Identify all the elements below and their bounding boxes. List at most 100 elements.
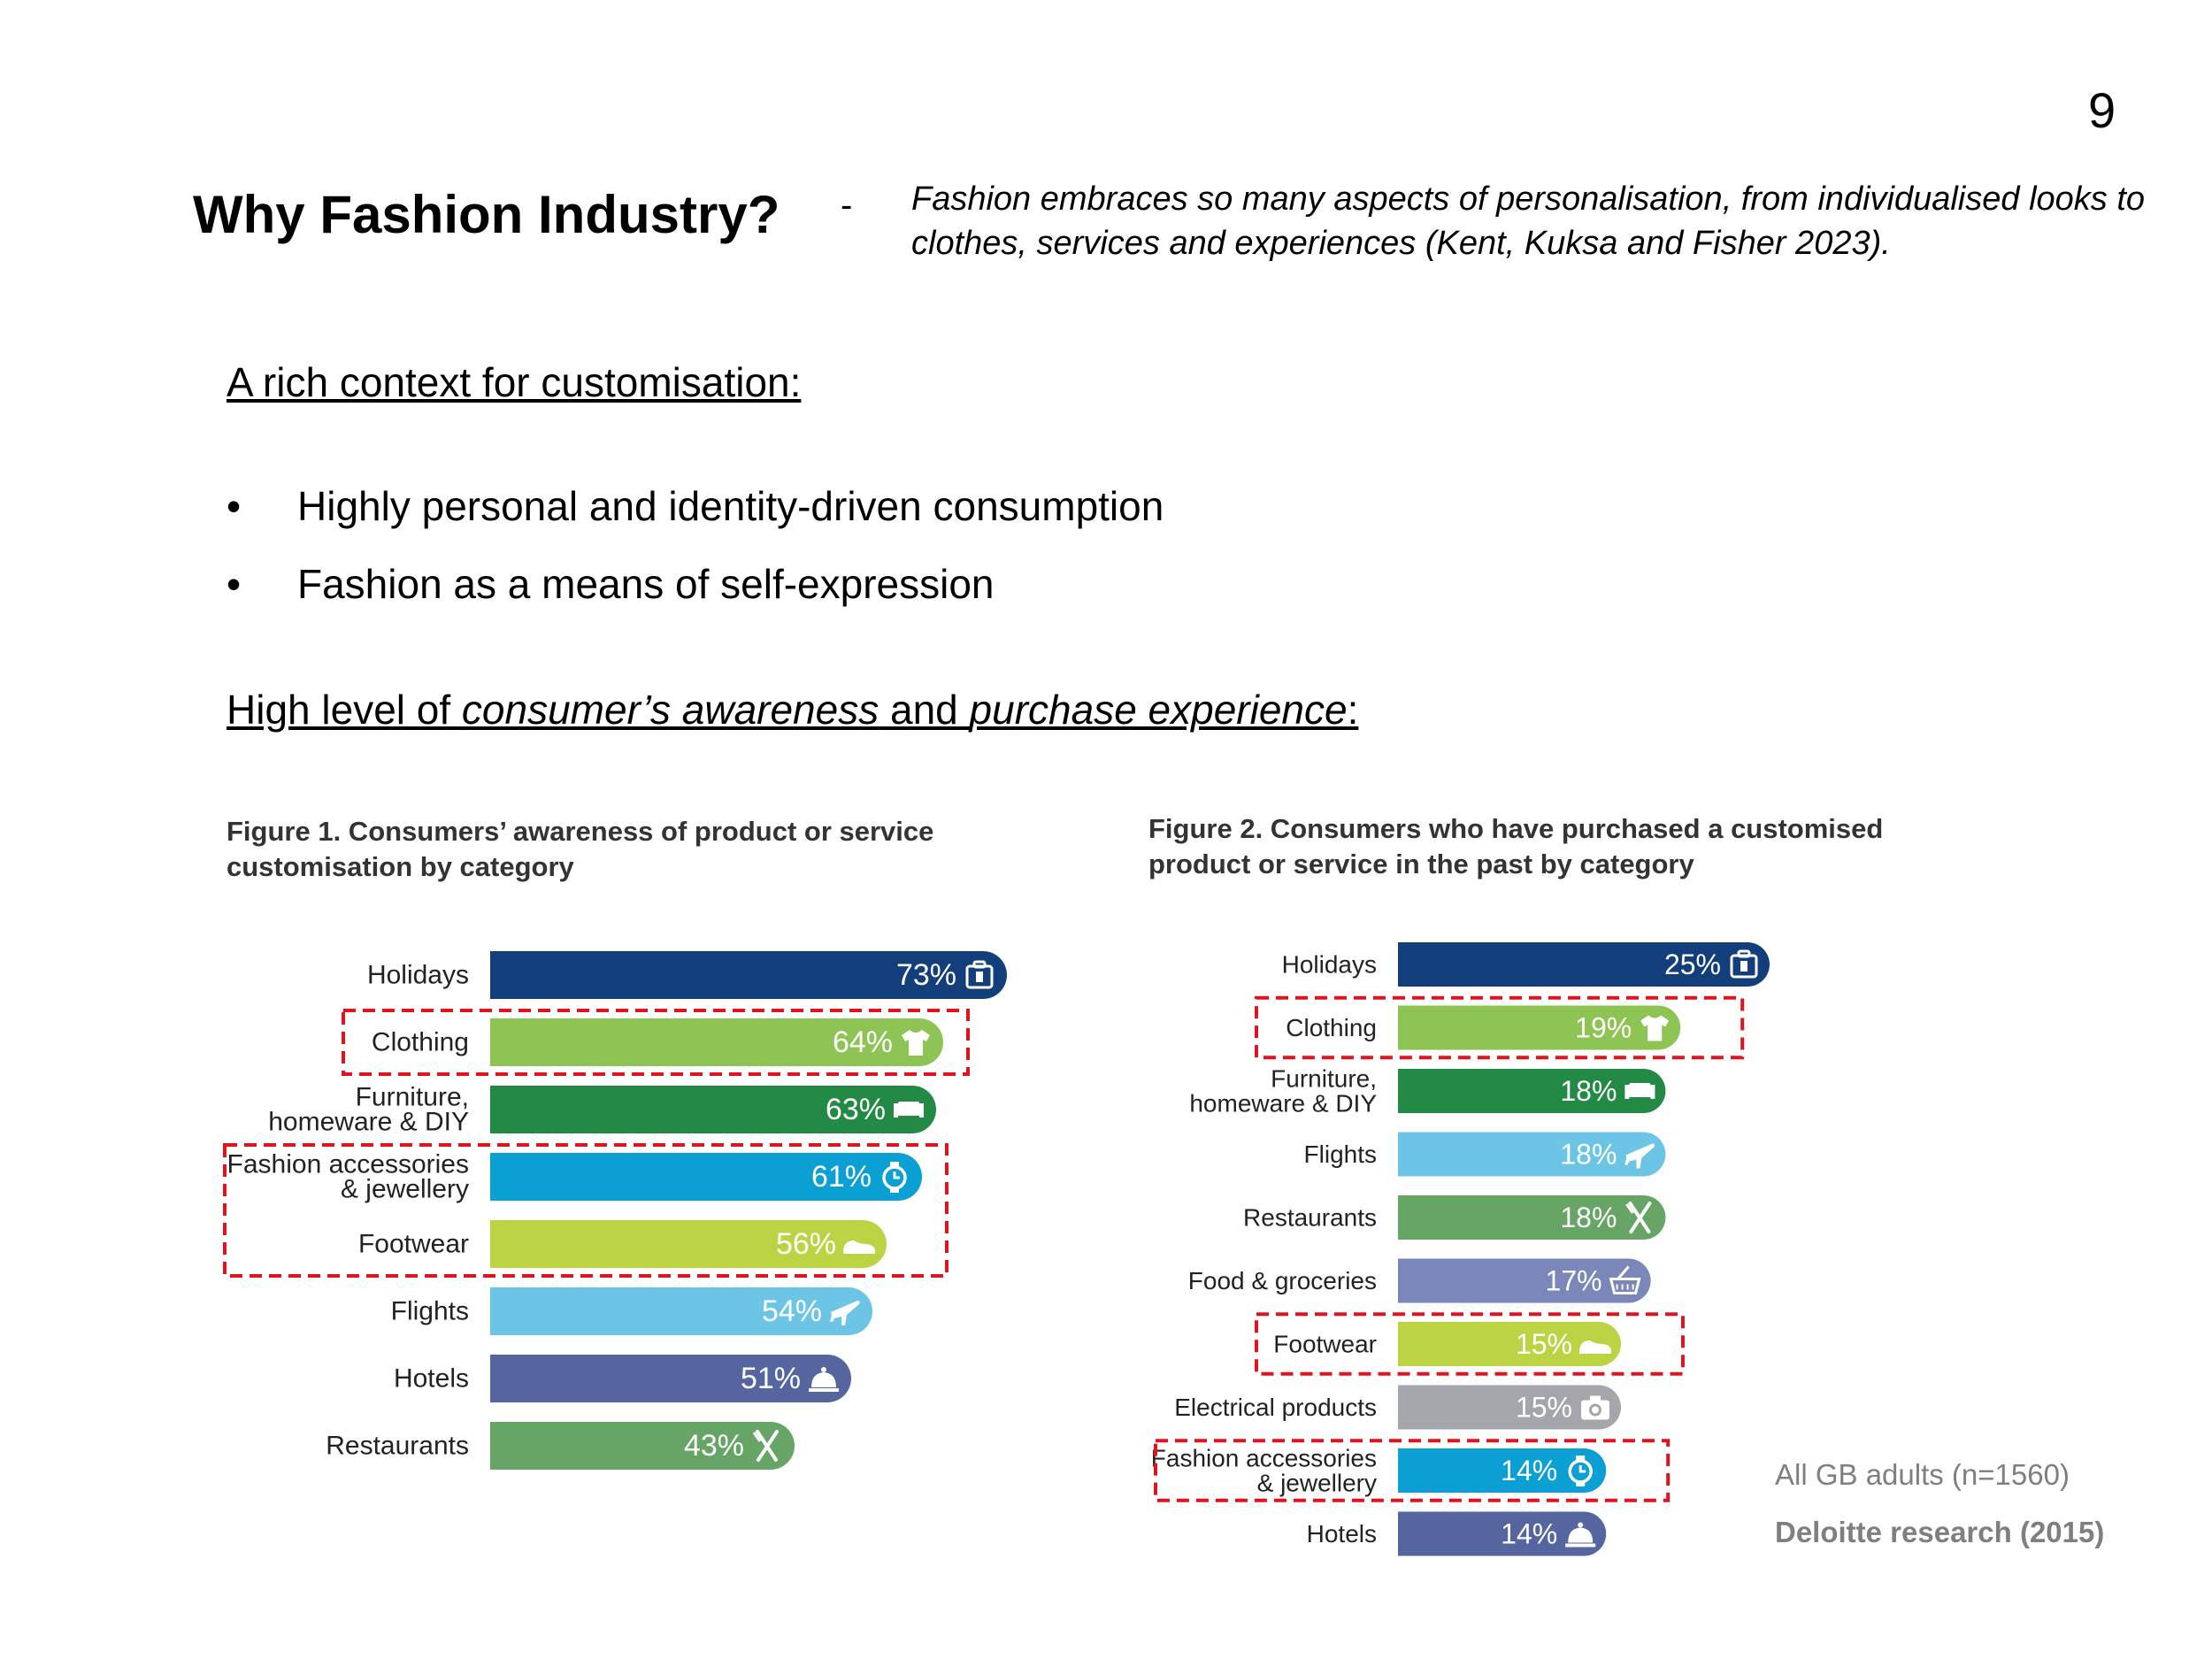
value-label: 18%: [1560, 1202, 1617, 1233]
value-label: 14%: [1501, 1455, 1557, 1486]
category-label: Clothing: [372, 1028, 469, 1057]
value-label: 15%: [1516, 1328, 1572, 1360]
bar-row: Restaurants 43%: [326, 1422, 795, 1470]
category-label: Clothing: [1286, 1014, 1377, 1041]
category-label: & jewellery: [341, 1175, 469, 1204]
bar: [1398, 1195, 1666, 1240]
heading-text-part: :: [1347, 687, 1359, 733]
bullet-text: Highly personal and identity-driven cons…: [297, 483, 1164, 529]
bar-row: Electrical products 15%: [1174, 1385, 1621, 1430]
value-label: 18%: [1560, 1075, 1617, 1107]
value-label: 19%: [1575, 1012, 1632, 1044]
tshirt-icon: [1640, 1015, 1670, 1041]
category-label: & jewellery: [1257, 1470, 1377, 1497]
bar: [490, 1018, 943, 1066]
bullet-item: • Highly personal and identity-driven con…: [227, 482, 1164, 530]
watch-icon: [1568, 1455, 1593, 1486]
bar-row: Footwear 15%: [1273, 1322, 1621, 1366]
value-label: 73%: [896, 958, 956, 992]
suitcase-icon: [965, 960, 994, 989]
category-label: Footwear: [1273, 1331, 1377, 1358]
bar: [490, 1355, 851, 1402]
bar: [1398, 1258, 1651, 1303]
bar: [1398, 1132, 1666, 1177]
value-label: 56%: [776, 1227, 836, 1261]
bar-row: Clothing 64%: [372, 1018, 943, 1066]
value-label: 14%: [1501, 1518, 1557, 1550]
bullet-dot: •: [227, 561, 242, 607]
value-label: 54%: [762, 1294, 822, 1328]
suitcase-icon: [1730, 949, 1758, 979]
value-label: 15%: [1516, 1392, 1572, 1424]
value-label: 51%: [741, 1362, 801, 1395]
highlight-box: [1255, 995, 1745, 1060]
bullet-item: • Fashion as a means of self-expression: [227, 560, 995, 608]
heading-italic-purchase: purchase experience: [969, 687, 1348, 733]
bar: [1398, 1069, 1666, 1113]
highlight-box: [223, 1143, 949, 1278]
bar: [490, 1422, 795, 1470]
shoe-icon: [843, 1240, 875, 1254]
bar-row: Holidays 73%: [367, 951, 1007, 999]
bar: [1398, 1322, 1621, 1366]
bar-row: Fashion accessories& jewellery 61%: [227, 1150, 922, 1204]
slide-title: Why Fashion Industry?: [193, 185, 780, 244]
cutlery-icon: [1625, 1202, 1652, 1233]
bar-row: Restaurants 18%: [1243, 1195, 1666, 1240]
highlight-box: [1154, 1439, 1671, 1502]
category-label: Holidays: [1282, 951, 1377, 979]
value-label: 61%: [811, 1160, 872, 1194]
bullet-text: Fashion as a means of self-expression: [297, 561, 995, 607]
bar: [1398, 1385, 1621, 1430]
heading-italic-awareness: consumer’s awareness: [461, 687, 879, 733]
bar-row: Holidays 25%: [1282, 942, 1770, 987]
section-heading-customisation: A rich context for customisation:: [227, 359, 802, 405]
category-label: homeware & DIY: [268, 1108, 469, 1137]
bell-icon: [1565, 1522, 1596, 1548]
cutlery-icon: [752, 1430, 779, 1462]
bar: [490, 1153, 922, 1201]
sofa-icon: [1624, 1083, 1655, 1099]
category-label: Furniture,: [1271, 1065, 1377, 1093]
bar: [1398, 1005, 1681, 1050]
figure-1-chart: Holidays 73% Clothing 64% Furniture,homeware…: [223, 951, 1007, 1470]
value-label: 17%: [1546, 1265, 1602, 1297]
plane-icon: [830, 1301, 860, 1325]
bar-row: Hotels 14%: [1307, 1511, 1607, 1556]
category-label: Footwear: [358, 1230, 469, 1259]
sofa-icon: [894, 1102, 924, 1118]
page-number: 9: [2088, 82, 2116, 138]
figure-2-chart: Holidays 25% Clothing 19% Furniture,homeware…: [1151, 942, 1770, 1556]
value-label: 25%: [1664, 949, 1721, 980]
highlight-box: [1255, 1312, 1685, 1376]
category-label: Flights: [391, 1297, 469, 1326]
category-label: Hotels: [394, 1364, 469, 1394]
bell-icon: [809, 1367, 839, 1392]
bar: [490, 1086, 936, 1133]
category-label: Fashion accessories: [1151, 1445, 1377, 1472]
bar-row: Furniture,homeware & DIY 18%: [1189, 1065, 1666, 1118]
value-label: 63%: [826, 1093, 886, 1126]
bullet-dot: •: [227, 483, 242, 529]
bar-row: Flights 54%: [391, 1287, 872, 1335]
watch-icon: [882, 1162, 907, 1193]
bar: [1398, 1448, 1607, 1493]
category-label: Restaurants: [326, 1432, 469, 1461]
figure-2-title: Figure 2. Consumers who have purchased a…: [1148, 813, 1884, 879]
category-label: Electrical products: [1174, 1394, 1377, 1421]
bar-row: Footwear 56%: [358, 1220, 887, 1268]
camera-icon: [1581, 1395, 1609, 1420]
bar-row: Food & groceries 17%: [1188, 1258, 1651, 1303]
highlight-box: [342, 1009, 970, 1076]
category-label: Hotels: [1307, 1520, 1377, 1548]
bar: [1398, 1511, 1607, 1556]
quote-text: Fashion embraces so many aspects of pers…: [911, 180, 2146, 262]
bar: [490, 951, 1007, 999]
value-label: 64%: [833, 1025, 893, 1059]
shoe-icon: [1579, 1340, 1611, 1354]
bar: [490, 1220, 887, 1268]
plane-icon: [1624, 1143, 1655, 1169]
source-note: Deloitte research (2015): [1775, 1516, 2105, 1548]
category-label: Food & groceries: [1188, 1267, 1377, 1294]
bar-row: Hotels 51%: [394, 1355, 851, 1402]
